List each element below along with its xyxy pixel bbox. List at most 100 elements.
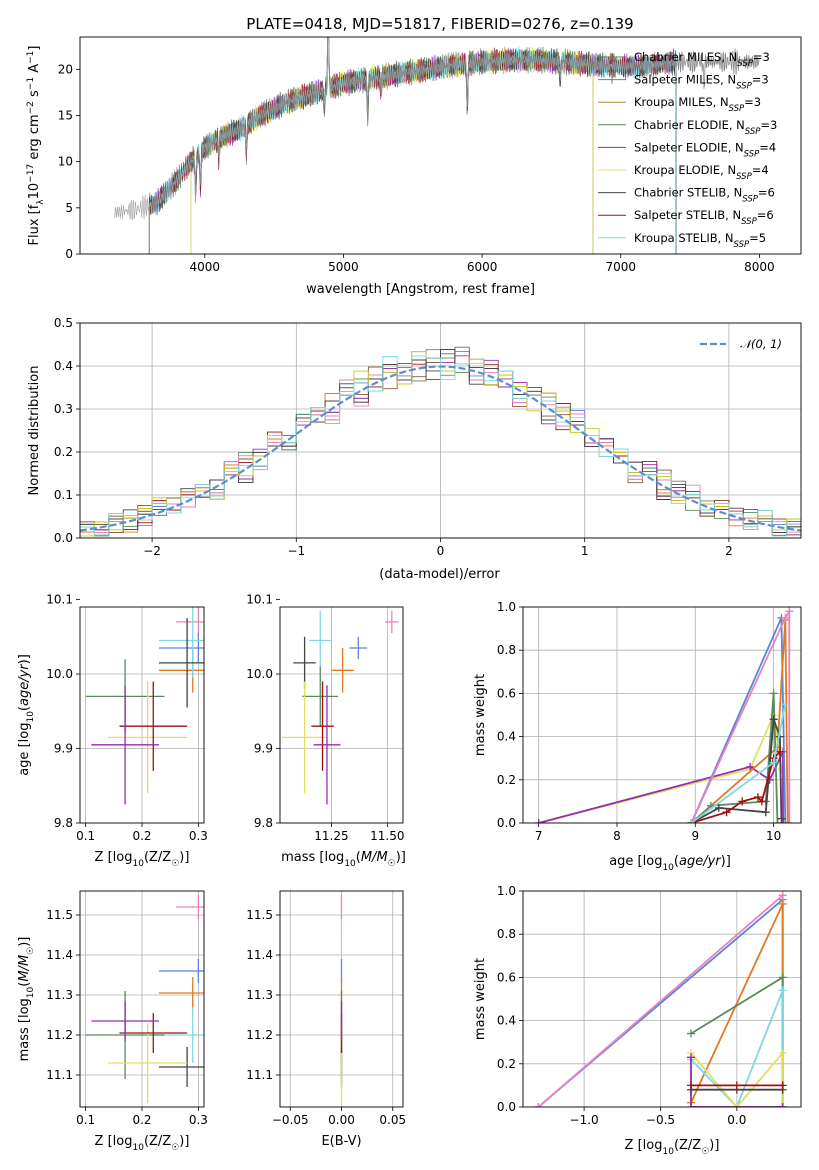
legend-label: 𝒩(0, 1) xyxy=(740,337,782,351)
mass-weight-marker xyxy=(783,819,792,823)
x-tick-label: 0.3 xyxy=(189,1113,208,1127)
mass-weight-marker xyxy=(738,797,747,806)
age_vs_Z-panel: 0.1 0.2 0.3 9.8 9.9 10.0 10.1 Z [log10(Z/Z☉)] ag… xyxy=(17,593,208,869)
residuals-plot-area xyxy=(80,323,801,538)
y-tick-label: 9.9 xyxy=(54,742,73,756)
mass-weight-marker xyxy=(687,1053,696,1062)
mass-weight-marker xyxy=(761,808,770,817)
y-tick-label: 0.2 xyxy=(497,1057,516,1071)
y-tick-label: 0.6 xyxy=(497,970,516,984)
mass-weight-line xyxy=(690,619,789,823)
mass-weight-marker xyxy=(769,758,778,767)
x-tick-label: 0 xyxy=(437,544,445,558)
y-tick-label: 11.4 xyxy=(246,948,273,962)
x-tick-label: 0.0 xyxy=(727,1113,746,1127)
y-axis-label: age [log10(age/yr)] xyxy=(17,654,36,776)
mass-weight-marker xyxy=(769,715,778,724)
mass-weight-marker xyxy=(778,973,787,982)
y-axis-label: Normed distribution xyxy=(27,366,42,496)
y-tick-label: 11.3 xyxy=(246,988,273,1002)
massweight_vs_age-frame xyxy=(522,606,802,824)
x-tick-label: 0.2 xyxy=(132,829,151,843)
x-tick-label: 11.25 xyxy=(314,829,348,843)
x-axis-label: age [log10(age/yr)] xyxy=(609,854,731,873)
y-axis-label: Flux [fλ10−17 erg cm−2 s−1 A−1] xyxy=(26,46,46,246)
mass_vs_Z-panel: 0.1 0.2 0.3 11.1 11.2 11.3 11.4 11.5 Z [log10(Z/… xyxy=(17,890,208,1153)
mass-weight-marker xyxy=(534,1103,543,1107)
mass-weight-marker xyxy=(775,747,784,756)
mass-weight-marker xyxy=(778,1081,787,1090)
y-tick-label: 20 xyxy=(58,62,73,76)
y-axis-label: mass weight xyxy=(473,958,488,1040)
x-tick-label: 0.2 xyxy=(132,1113,151,1127)
y-tick-label: 9.9 xyxy=(254,742,273,756)
x-axis-label: Z [log10(Z/Z☉)] xyxy=(95,850,190,869)
x-tick-label: 11.50 xyxy=(370,829,404,843)
y-tick-label: 11.2 xyxy=(46,1028,73,1042)
mass-weight-marker xyxy=(777,814,786,823)
y-tick-label: 11.1 xyxy=(246,1068,273,1082)
x-tick-label: −0.5 xyxy=(646,1113,675,1127)
y-tick-label: 0.6 xyxy=(497,686,516,700)
x-tick-label: −1.0 xyxy=(570,1113,599,1127)
age_vs_Z-frame xyxy=(79,606,205,824)
residuals-panel: −2 −1 0 1 2 0.0 0.1 0.2 0.3 0.4 0.5 𝒩(0, 1) (data-mo… xyxy=(27,316,802,582)
y-tick-label: 11.5 xyxy=(46,908,73,922)
mass-weight-marker xyxy=(687,1103,696,1107)
massweight_vs_Z-panel: −1.0 −0.5 0.0 0.0 0.2 0.4 0.6 0.8 1.0 Z [log10(Z/… xyxy=(473,884,802,1157)
x-tick-label: −0.05 xyxy=(272,1113,309,1127)
y-tick-label: 10.1 xyxy=(246,593,273,607)
mass-weight-line xyxy=(690,990,784,1107)
legend-label: Salpeter ELODIE, NSSP=4 xyxy=(634,140,776,159)
y-tick-label: 0.1 xyxy=(54,488,73,502)
x-tick-label: 8 xyxy=(613,829,621,843)
mass-weight-marker xyxy=(785,819,794,823)
x-tick-label: 0.1 xyxy=(76,829,95,843)
y-tick-label: 0.5 xyxy=(54,316,73,330)
mass-weight-marker xyxy=(732,1081,741,1090)
y-tick-label: 0.4 xyxy=(497,1014,516,1028)
x-tick-label: 5000 xyxy=(328,260,359,274)
y-tick-label: 11.3 xyxy=(46,988,73,1002)
mass-weight-marker xyxy=(778,986,787,995)
x-tick-label: 0.00 xyxy=(328,1113,355,1127)
x-axis-label: (data-model)/error xyxy=(379,567,500,582)
y-tick-label: 0.2 xyxy=(497,773,516,787)
residuals-frame xyxy=(79,322,802,539)
massweight_vs_Z-frame xyxy=(522,890,802,1108)
mass_vs_Z-plot-area xyxy=(80,891,204,1107)
mass-weight-marker xyxy=(746,762,755,771)
mass-weight-line xyxy=(538,751,784,823)
mass-weight-marker xyxy=(687,1029,696,1038)
normal-curve xyxy=(80,365,801,532)
mass-weight-marker xyxy=(781,613,790,622)
y-tick-label: 11.1 xyxy=(46,1068,73,1082)
x-tick-label: −2 xyxy=(143,544,161,558)
mass-weight-marker xyxy=(785,607,794,616)
legend-label: Salpeter STELIB, NSSP=6 xyxy=(634,208,774,227)
mass-weight-marker xyxy=(753,793,762,802)
y-tick-label: 0.2 xyxy=(54,445,73,459)
legend-label: Kroupa ELODIE, NSSP=4 xyxy=(634,163,769,182)
y-tick-label: 0.0 xyxy=(497,1100,516,1114)
x-tick-label: 0.1 xyxy=(76,1113,95,1127)
y-tick-label: 10.0 xyxy=(246,667,273,681)
mass-weight-marker xyxy=(781,819,790,823)
legend-label: Kroupa STELIB, NSSP=5 xyxy=(634,231,766,250)
massweight_vs_age-plot-area xyxy=(523,607,801,823)
massweight_vs_age-panel: 7 8 9 10 0.0 0.2 0.4 0.6 0.8 1.0 age [log10(age/yr… xyxy=(473,600,802,873)
mass_vs_ebv-frame xyxy=(279,890,404,1108)
x-tick-label: 10 xyxy=(766,829,781,843)
y-tick-label: 10 xyxy=(58,155,73,169)
x-axis-label: Z [log10(Z/Z☉)] xyxy=(95,1134,190,1153)
mass-weight-marker xyxy=(757,797,766,806)
mass-weight-marker xyxy=(778,1103,787,1107)
mass-weight-marker xyxy=(687,819,696,823)
y-tick-label: 0.3 xyxy=(54,402,73,416)
x-tick-label: 7 xyxy=(535,829,543,843)
mass-weight-line xyxy=(690,1050,784,1107)
y-tick-label: 10.1 xyxy=(46,593,73,607)
